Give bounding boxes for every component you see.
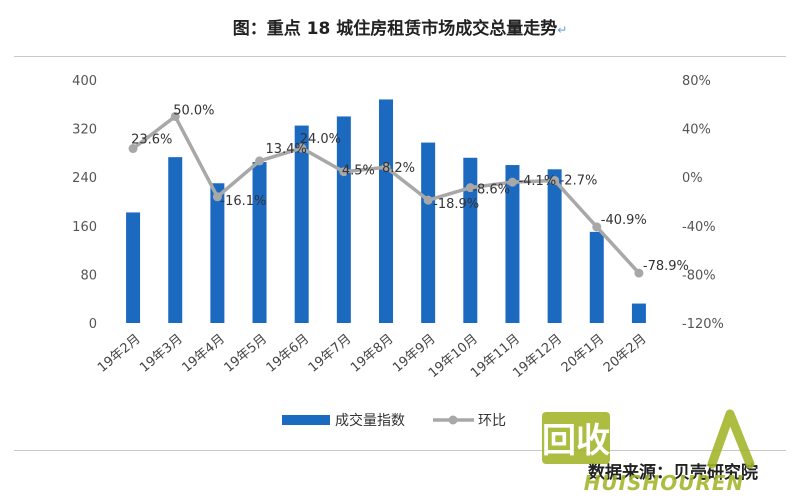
line-point: [212, 192, 222, 202]
right-axis-tick: -80%: [682, 268, 716, 283]
watermark-box-icon: [542, 412, 610, 464]
line-point: [423, 195, 433, 205]
left-axis-tick: 320: [72, 123, 97, 138]
x-tick-label: 19年4月: [179, 332, 228, 376]
line-point: [170, 111, 180, 121]
right-axis-tick: 40%: [682, 123, 711, 138]
x-tick-label: 20年1月: [559, 332, 608, 376]
data-source: 数据来源：贝壳研究院: [588, 463, 758, 483]
bar: [505, 165, 520, 323]
chart-title-text: 图：重点 18 城住房租赁市场成交总量走势: [232, 19, 558, 39]
x-tick-label: 19年2月: [95, 332, 144, 376]
bar: [421, 142, 436, 323]
line-point: [128, 144, 138, 154]
line-data-label: -18.9%: [433, 197, 479, 212]
x-tick-label: 20年2月: [601, 332, 650, 376]
line-data-label: -78.9%: [643, 259, 689, 274]
x-tick-label: 19年7月: [306, 332, 355, 376]
top-divider: [14, 56, 786, 57]
line-point: [592, 222, 602, 232]
bar: [336, 116, 351, 323]
left-axis-tick: 80: [80, 268, 97, 283]
x-tick-label: 19年6月: [264, 332, 313, 376]
x-tick-label: 19年3月: [137, 332, 186, 376]
line-data-label: 24.0%: [300, 132, 341, 147]
line-point: [339, 167, 349, 177]
watermark-logo: 回收 HUISHOUREN: [542, 409, 755, 494]
watermark-text: 回收: [542, 421, 610, 461]
right-axis-tick: -120%: [682, 317, 724, 332]
x-tick-label: 19年5月: [222, 332, 271, 376]
right-axis-tick: 0%: [682, 171, 703, 186]
chart-title: 图：重点 18 城住房租赁市场成交总量走势↵: [0, 14, 800, 39]
bar: [631, 303, 646, 323]
line-data-label: 23.6%: [131, 133, 172, 148]
bar: [379, 99, 393, 323]
bar: [547, 169, 562, 323]
bar: [126, 212, 141, 323]
line-data-label: 50.0%: [173, 103, 214, 118]
bottom-divider: [14, 450, 786, 451]
line-data-label: -2.7%: [560, 173, 598, 188]
line-point: [634, 268, 644, 278]
combo-chart: 0 80 160 240 320 400 80% 40% 0% -40% -80% -120% 23.6…: [72, 74, 724, 429]
line-point: [507, 177, 517, 187]
left-axis-tick: 240: [72, 171, 97, 186]
legend-bar-label: 成交量指数: [335, 412, 405, 429]
line-data-label: 13.4%: [266, 142, 307, 157]
bar: [210, 183, 225, 323]
line-data-label: -4.1%: [518, 174, 556, 189]
bar: [463, 157, 478, 323]
left-axis-tick: 400: [72, 74, 97, 89]
bar: [589, 231, 604, 323]
line-data-label: -40.9%: [601, 213, 647, 228]
line-point: [381, 162, 391, 172]
line-point: [255, 156, 265, 166]
line-point: [465, 183, 475, 193]
legend-bar-swatch: [282, 415, 330, 425]
watermark-brand: HUISHOUREN: [584, 471, 745, 494]
line-data-label: 4.5%: [342, 164, 375, 179]
line-point: [297, 143, 307, 153]
watermark-figure-icon: [707, 409, 755, 469]
left-axis-tick: 160: [72, 220, 97, 235]
right-axis-tick: -40%: [682, 220, 716, 235]
line-data-label: 8.2%: [382, 161, 415, 176]
bar: [294, 125, 309, 323]
left-axis-tick: 0: [89, 317, 97, 332]
right-axis-tick: 80%: [682, 74, 711, 89]
line-data-label: -8.6%: [472, 183, 510, 198]
legend-line-label: 环比: [478, 413, 506, 429]
line-data-label: -16.1%: [220, 194, 266, 209]
bar: [252, 162, 267, 323]
return-mark-icon: ↵: [557, 23, 568, 37]
legend-line-marker: [448, 415, 458, 425]
bar: [168, 157, 183, 323]
x-tick-label: 19年8月: [348, 332, 397, 376]
line-point: [550, 175, 560, 185]
